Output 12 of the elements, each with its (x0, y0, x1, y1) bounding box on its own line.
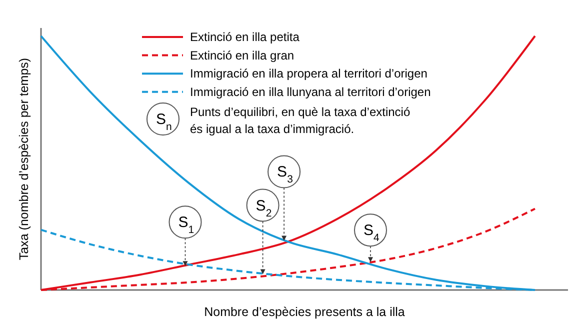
annotation: S$_{n}$ (156, 111, 172, 133)
legend-label: Extinció en illa gran (190, 48, 294, 62)
annotation: S$_{1}$ (178, 214, 194, 236)
annotation: S$_{3}$ (277, 164, 294, 186)
annotation: Punts d’equilibri, en què la taxa d’extinció és igual a la taxa d’immigració. (190, 105, 410, 136)
x-axis-title: Nombre d’espècies presents a la illa (204, 305, 405, 319)
legend-label: Immigració en illa propera al territori d’origen (190, 66, 428, 81)
annotation: S$_{2}$ (256, 197, 272, 220)
y-axis-title: Taxa (nombre d’espècies per temps) (17, 58, 31, 260)
legend-label: Extinció en illa petita (190, 30, 300, 44)
annotation: S$_{4}$ (364, 222, 380, 244)
legend-label: Immigració en illa llunyana al territori d’origen (190, 84, 431, 99)
